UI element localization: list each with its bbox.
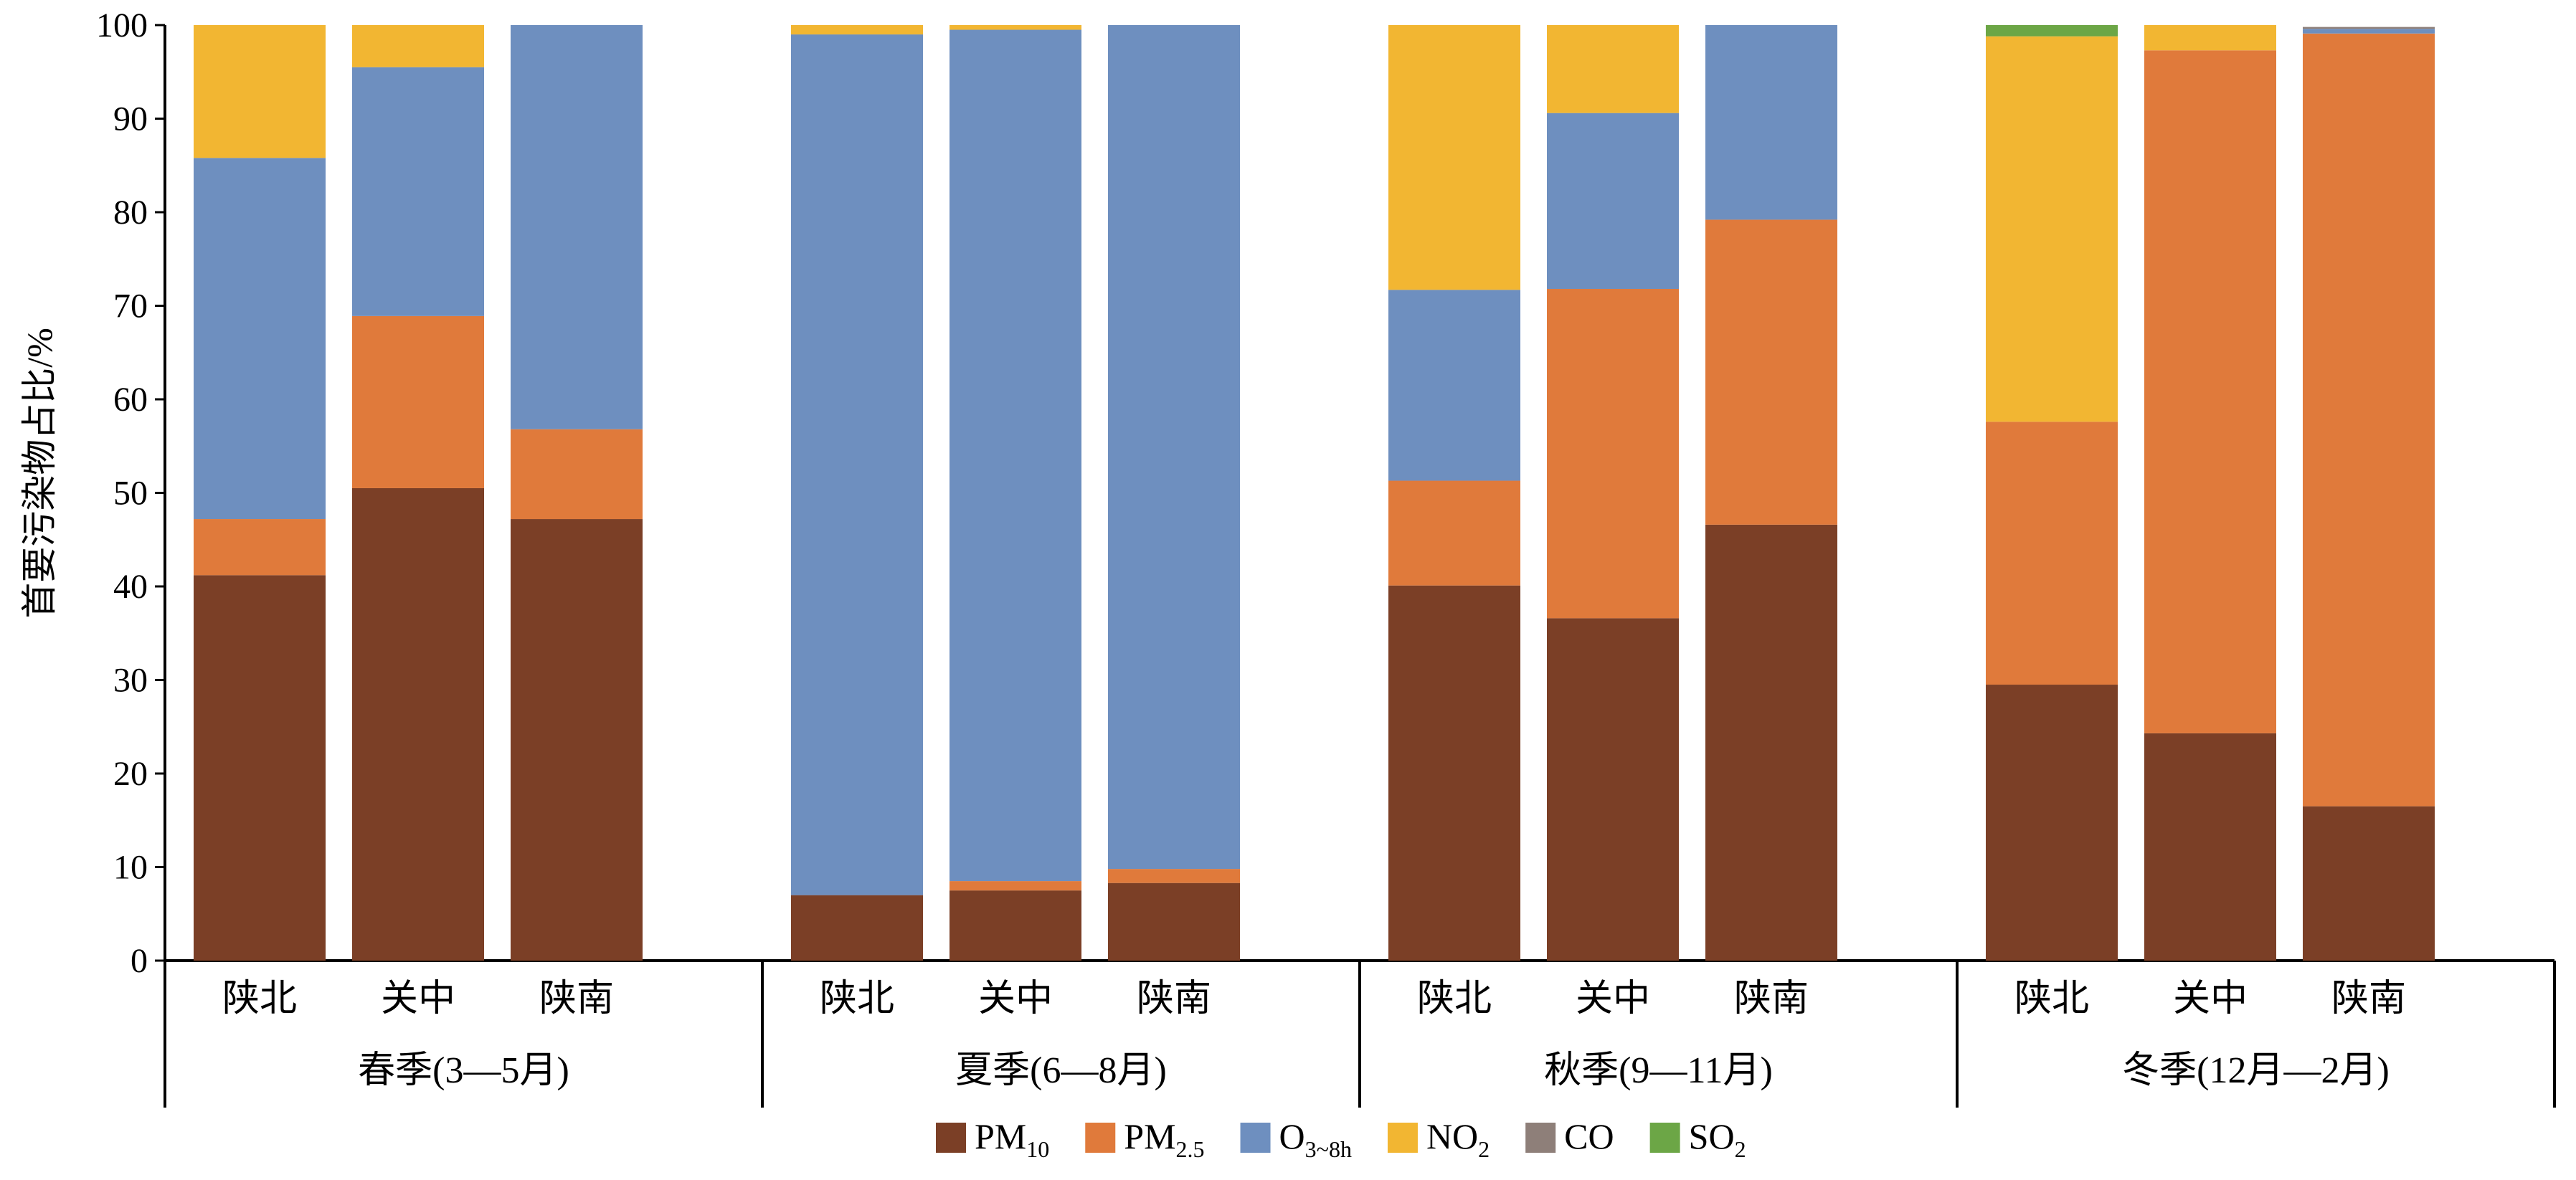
y-tick-label: 80: [113, 194, 148, 232]
bar-segment-o38h: [791, 34, 923, 895]
bar-segment-so2: [1986, 25, 2118, 37]
bar-segment-pm25: [1705, 219, 1837, 525]
legend-label: NO2: [1426, 1116, 1490, 1162]
bar-segment-pm25: [2303, 33, 2435, 807]
bar-segment-pm25: [1108, 869, 1240, 883]
y-tick-label: 50: [113, 475, 148, 513]
bar-segment-pm10: [1108, 882, 1240, 961]
category-label: 关中: [1576, 979, 1650, 1019]
group-label: 春季(3—5月): [358, 1050, 569, 1091]
bar-segment-pm10: [352, 487, 484, 961]
bar-segment-pm10: [1705, 524, 1837, 961]
legend-swatch: [1240, 1123, 1271, 1153]
y-tick-label: 40: [113, 568, 148, 606]
bar-segment-pm25: [2144, 50, 2276, 733]
group-label: 冬季(12月—2月): [2122, 1050, 2390, 1091]
y-tick-label: 30: [113, 662, 148, 700]
legend-label: CO: [1564, 1116, 1614, 1156]
legend-label: SO2: [1689, 1116, 1746, 1162]
category-label: 陕北: [222, 979, 297, 1019]
bar-segment-no2: [791, 25, 923, 35]
category-label: 陕北: [2014, 979, 2089, 1019]
legend-swatch: [1525, 1123, 1556, 1153]
y-tick-label: 60: [113, 381, 148, 419]
y-tick-label: 90: [113, 100, 148, 138]
bar-segment-pm10: [2303, 806, 2435, 961]
bar-segment-pm10: [194, 575, 326, 961]
bar-segment-pm25: [950, 881, 1081, 891]
bar-segment-no2: [352, 25, 484, 67]
bar-segment-o38h: [352, 67, 484, 316]
bar-segment-no2: [2144, 25, 2276, 51]
bar-segment-pm10: [511, 519, 643, 961]
bar-segment-pm10: [1986, 685, 2118, 961]
legend-swatch: [936, 1123, 966, 1153]
legend: PM10 PM2.5 O3~8h NO2 CO SO2: [936, 1116, 1746, 1162]
group-label: 秋季(9—11月): [1544, 1050, 1773, 1091]
legend-swatch: [1387, 1123, 1418, 1153]
category-label: 陕南: [539, 979, 614, 1019]
category-label: 陕南: [2331, 979, 2406, 1019]
bar-segment-pm10: [791, 895, 923, 961]
category-label: 陕北: [1417, 979, 1492, 1019]
legend-label: PM2.5: [1124, 1116, 1204, 1162]
y-tick-label: 10: [113, 849, 148, 887]
bar-segment-o38h: [1108, 25, 1240, 870]
y-tick-label: 0: [131, 942, 148, 980]
legend-label: PM10: [975, 1116, 1049, 1162]
bar-segment-pm10: [1388, 585, 1520, 961]
bar-segment-pm25: [194, 519, 326, 576]
category-label: 关中: [2173, 979, 2248, 1019]
category-label: 陕南: [1137, 979, 1211, 1019]
bar-segment-o38h: [511, 25, 643, 429]
bar-segment-pm10: [950, 890, 1081, 961]
group-label: 夏季(6—8月): [955, 1050, 1167, 1091]
legend-label: O3~8h: [1279, 1116, 1352, 1162]
bar-segment-co: [2303, 27, 2435, 29]
legend-swatch: [1085, 1123, 1116, 1153]
bar-segment-no2: [950, 25, 1081, 30]
bar-segment-o38h: [2303, 29, 2435, 34]
category-label: 关中: [978, 979, 1053, 1019]
category-label: 陕南: [1734, 979, 1809, 1019]
category-label: 关中: [381, 979, 455, 1019]
bar-segment-pm25: [1547, 289, 1679, 619]
bar-segment-o38h: [950, 29, 1081, 882]
bar-segment-no2: [1986, 36, 2118, 422]
bar-segment-o38h: [1547, 113, 1679, 290]
bar-segment-pm25: [1388, 480, 1520, 586]
y-tick-label: 20: [113, 755, 148, 793]
y-tick-label: 100: [96, 6, 148, 44]
bar-segment-pm25: [352, 315, 484, 488]
bar-segment-no2: [194, 25, 326, 158]
bar-segment-o38h: [1705, 25, 1837, 220]
bar-segment-pm10: [2144, 733, 2276, 961]
bar-segment-pm10: [1547, 618, 1679, 961]
bar-segment-pm25: [1986, 422, 2118, 685]
category-label: 陕北: [820, 979, 894, 1019]
legend-swatch: [1649, 1123, 1680, 1153]
bar-segment-no2: [1388, 25, 1520, 290]
bar-segment-no2: [1547, 25, 1679, 113]
bar-segment-o38h: [1388, 290, 1520, 481]
bar-segment-pm25: [511, 429, 643, 520]
y-tick-label: 70: [113, 287, 148, 325]
bar-segment-o38h: [194, 158, 326, 520]
bars-layer: [194, 25, 2435, 961]
y-axis-title: 首要污染物占比/%: [19, 328, 60, 619]
